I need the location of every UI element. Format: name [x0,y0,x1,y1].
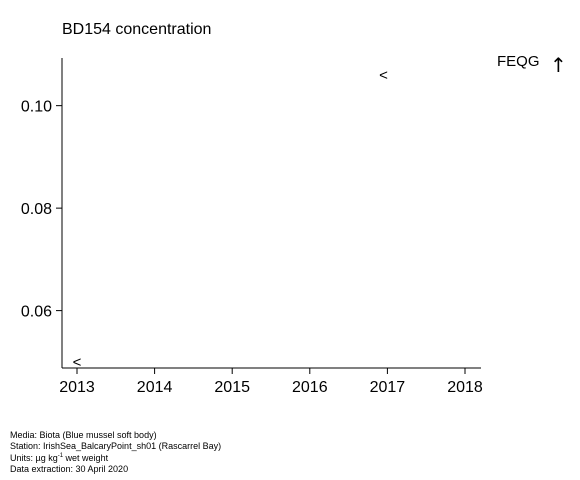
x-tick-label: 2013 [59,379,95,396]
data-points: << [73,67,389,371]
x-tick-label: 2015 [214,379,250,396]
y-tick-label: 0.10 [21,99,52,116]
x-tick-label: 2014 [137,379,173,396]
units-exponent: -1 [57,453,64,459]
feqg-label: FEQG [497,53,540,70]
y-tick-label: 0.08 [21,201,52,218]
units-prefix: Units: µg kg [10,453,58,463]
footer-extraction: Data extraction: 30 April 2020 [10,463,129,474]
x-tick-label: 2016 [292,379,328,396]
x-tick-label: 2018 [447,379,483,396]
feqg-arrow-icon: ↑ [550,53,567,77]
x-axis-ticks: 2013 2014 2015 2016 2017 2018 [59,368,483,396]
footer-media: Media: Biota (Blue mussel soft body) [10,430,157,440]
y-tick-label: 0.06 [21,304,52,321]
chart-title: BD154 concentration [62,21,211,38]
footer-info: Media: Biota (Blue mussel soft body) Sta… [10,430,221,474]
x-tick-label: 2017 [370,379,406,396]
chart: BD154 concentration 0.060.080.10 2013 201… [21,21,567,396]
data-point-marker: < [379,67,388,84]
footer-station: Station: IrishSea_BalcaryPoint_sh01 (Ras… [10,440,222,451]
y-axis-ticks: 0.06 0.08 0.10 [21,99,62,321]
units-suffix: wet weight [63,453,109,463]
data-point-marker: < [73,354,82,371]
footer-units: Units: µg kg-1 wet weight [10,451,221,464]
